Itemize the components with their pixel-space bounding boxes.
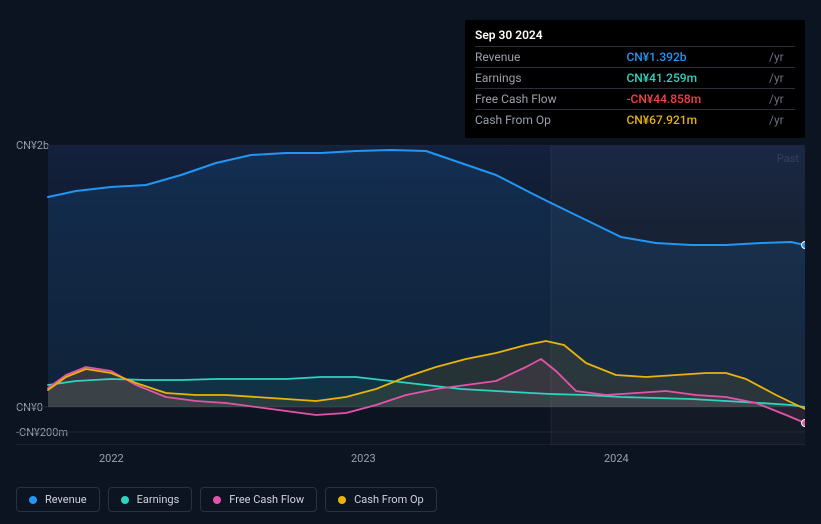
tooltip-metric-unit: /yr: [765, 110, 795, 131]
legend-item[interactable]: Revenue: [16, 487, 100, 512]
tooltip-metric-value: CN¥1.392b: [626, 47, 765, 68]
tooltip-metric-label: Free Cash Flow: [475, 89, 626, 110]
x-axis-tick-label: 2024: [604, 452, 629, 465]
chart-legend: Revenue Earnings Free Cash Flow Cash From O…: [16, 487, 437, 512]
tooltip-row: EarningsCN¥41.259m/yr: [475, 68, 795, 89]
legend-label: Revenue: [45, 493, 87, 506]
chart-tooltip: Sep 30 2024 RevenueCN¥1.392b/yrEarningsC…: [465, 20, 805, 138]
legend-dot-icon: [338, 496, 346, 504]
tooltip-metric-value: CN¥67.921m: [626, 110, 765, 131]
legend-label: Earnings: [137, 493, 180, 506]
tooltip-row: Cash From OpCN¥67.921m/yr: [475, 110, 795, 131]
tooltip-row: Free Cash Flow-CN¥44.858m/yr: [475, 89, 795, 110]
tooltip-metric-value: -CN¥44.858m: [626, 89, 765, 110]
tooltip-table: RevenueCN¥1.392b/yrEarningsCN¥41.259m/yr…: [475, 46, 795, 130]
tooltip-date: Sep 30 2024: [475, 26, 795, 46]
chart-plot[interactable]: [16, 145, 805, 445]
legend-dot-icon: [29, 496, 37, 504]
tooltip-metric-label: Earnings: [475, 68, 626, 89]
x-axis-tick-label: 2023: [351, 452, 376, 465]
tooltip-metric-unit: /yr: [765, 89, 795, 110]
tooltip-metric-value: CN¥41.259m: [626, 68, 765, 89]
tooltip-metric-unit: /yr: [765, 68, 795, 89]
legend-item[interactable]: Cash From Op: [325, 487, 437, 512]
tooltip-row: RevenueCN¥1.392b/yr: [475, 47, 795, 68]
legend-label: Free Cash Flow: [229, 493, 304, 506]
legend-item[interactable]: Free Cash Flow: [200, 487, 317, 512]
x-axis-tick-label: 2022: [99, 452, 124, 465]
legend-dot-icon: [121, 496, 129, 504]
tooltip-metric-label: Cash From Op: [475, 110, 626, 131]
legend-label: Cash From Op: [354, 493, 424, 506]
tooltip-metric-unit: /yr: [765, 47, 795, 68]
financial-chart-container: Sep 30 2024 RevenueCN¥1.392b/yrEarningsC…: [0, 0, 821, 524]
legend-item[interactable]: Earnings: [108, 487, 193, 512]
tooltip-metric-label: Revenue: [475, 47, 626, 68]
legend-dot-icon: [213, 496, 221, 504]
